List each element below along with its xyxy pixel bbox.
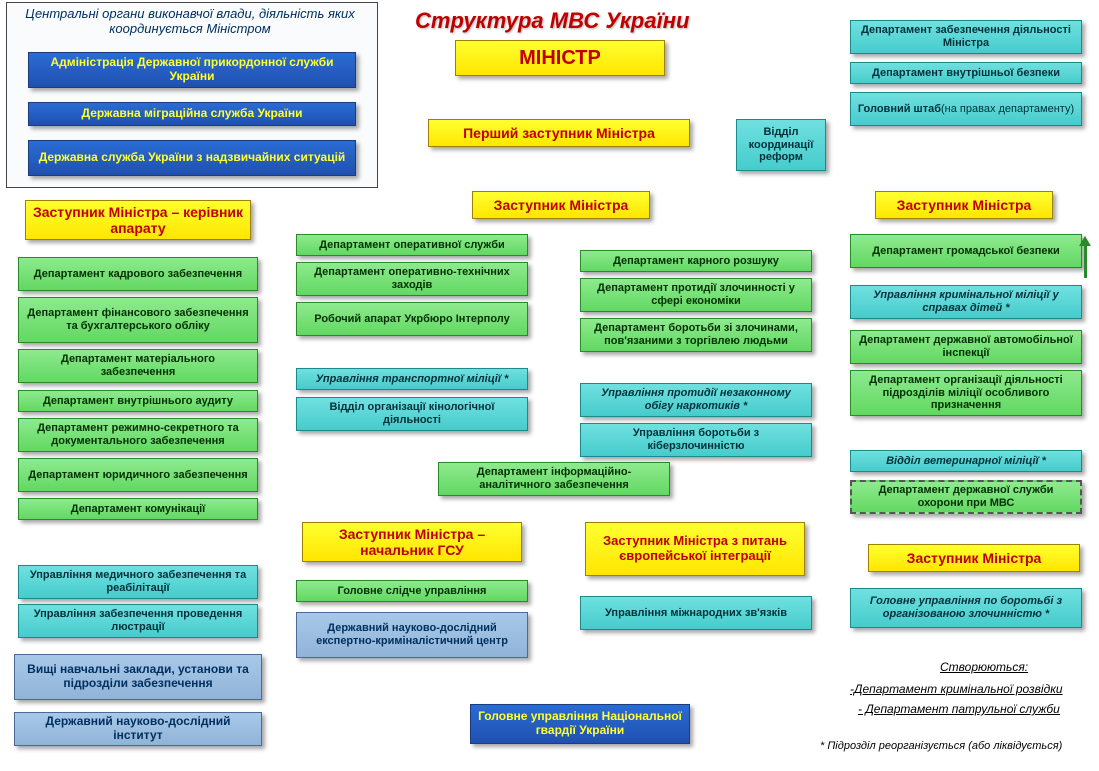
org-box: Департамент оперативної служби [296,234,528,256]
org-box: Заступник Міністра [868,544,1080,572]
org-box: Державна служба України з надзвичайних с… [28,140,356,176]
org-box: Департамент матеріального забезпечення [18,349,258,383]
org-box: Заступник Міністра – начальник ГСУ [302,522,522,562]
org-box: Заступник Міністра – керівник апарату [25,200,251,240]
org-box: Адміністрація Державної прикордонної слу… [28,52,356,88]
org-box: Заступник Міністра [472,191,650,219]
org-box: Департамент режимно-секретного та докуме… [18,418,258,452]
org-box: Відділ ветеринарної міліції * [850,450,1082,472]
org-box: Державний науково-дослідний експертно-кр… [296,612,528,658]
org-box: Управління протидії незаконному обігу на… [580,383,812,417]
org-box: Управління кримінальної міліції у справа… [850,285,1082,319]
org-box: Управління медичного забезпечення та реа… [18,565,258,599]
org-box: Департамент інформаційно-аналітичного за… [438,462,670,496]
org-box: Департамент протидії злочинності у сфері… [580,278,812,312]
org-box: Головне слідче управління [296,580,528,602]
footnote: * Підрозділ реорганізується (або ліквіду… [820,740,1062,752]
diagram-title: Структура МВС України [415,8,689,34]
org-box: Державна міграційна служба України [28,102,356,126]
org-box: Управління міжнародних зв'язків [580,596,812,630]
org-box: Департамент комунікації [18,498,258,520]
footnote: Створюються: [940,660,1028,674]
org-box: Відділ координації реформ [736,119,826,171]
org-box: Управління транспортної міліції * [296,368,528,390]
org-box: Відділ організації кінологічної діяльнос… [296,397,528,431]
footnote: -Департамент кримінальної розвідки [850,682,1063,696]
header-note: Центральні органи виконавчої влади, діял… [12,6,368,36]
org-box: Заступник Міністра з питань європейської… [585,522,805,576]
org-box: Управління боротьби з кіберзлочинністю [580,423,812,457]
org-box: МІНІСТР [455,40,665,76]
org-box: Департамент боротьби зі злочинами, пов'я… [580,318,812,352]
org-box: Департамент внутрішнього аудиту [18,390,258,412]
footnote: - Департамент патрульної служби [858,702,1060,716]
org-box: Департамент громадської безпеки [850,234,1082,268]
org-box: Головний штаб (на правах департаменту) [850,92,1082,126]
org-box: Департамент фінансового забезпечення та … [18,297,258,343]
org-box: Департамент карного розшуку [580,250,812,272]
org-box: Департамент забезпечення діяльності Міні… [850,20,1082,54]
org-box: Департамент державної автомобільної інсп… [850,330,1082,364]
org-box: Управління забезпечення проведення люстр… [18,604,258,638]
org-box: Департамент кадрового забезпечення [18,257,258,291]
org-box: Департамент юридичного забезпечення [18,458,258,492]
org-box-dashed: Департамент державної служби охорони при… [850,480,1082,514]
org-box: Робочий апарат Укрбюро Інтерполу [296,302,528,336]
org-box: Вищі навчальні заклади, установи та підр… [14,654,262,700]
org-box: Департамент оперативно-технічних заходів [296,262,528,296]
org-box: Департамент організації діяльності підро… [850,370,1082,416]
org-box: Головне управління по боротьбі з організ… [850,588,1082,628]
org-box: Департамент внутрішньої безпеки [850,62,1082,84]
org-box: Головне управління Національної гвардії … [470,704,690,744]
org-box: Заступник Міністра [875,191,1053,219]
org-box: Перший заступник Міністра [428,119,690,147]
org-box: Державний науково-дослідний інститут [14,712,262,746]
